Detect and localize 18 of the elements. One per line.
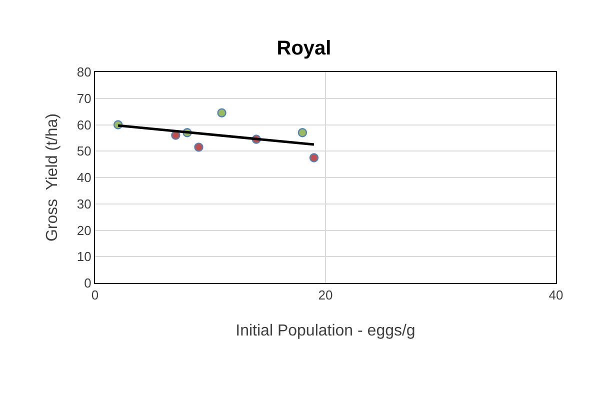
y-axis-title: Gross Yield (t/ha) [44,113,61,242]
y-tick-label: 20 [76,222,92,238]
y-tick-label: 60 [76,117,92,132]
point [309,153,319,162]
x-tick-label: 20 [318,288,333,303]
x-axis-title: Initial Population - eggs/g [236,322,416,340]
x-tick-label: 40 [548,288,564,303]
chart-title: Royal [276,38,332,60]
point [194,142,204,152]
point [217,108,226,118]
y-tick-label: 80 [76,64,92,80]
y-tick-label: 70 [76,90,92,106]
y-tick-label: 30 [76,196,92,212]
y-tick-label: 40 [76,170,92,186]
y-tick-label: 10 [76,249,92,264]
y-tick-label: 50 [76,144,92,159]
point [298,128,308,138]
y-tick-label: 0 [84,276,92,291]
